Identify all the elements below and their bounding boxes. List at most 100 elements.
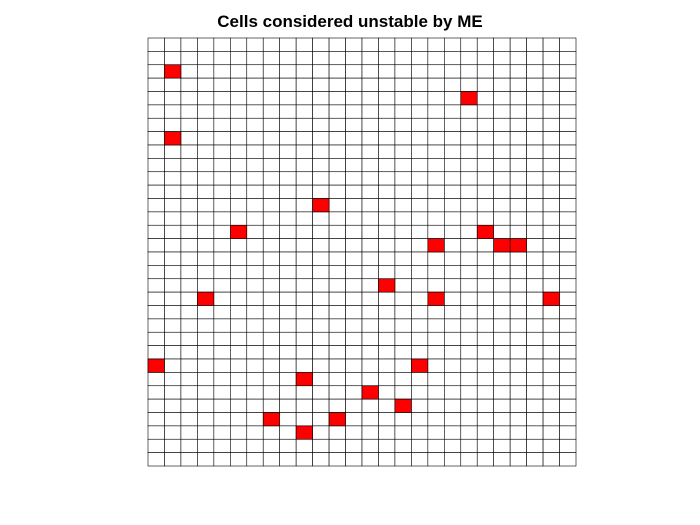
grid-cell <box>411 198 429 213</box>
grid-cell <box>542 224 560 239</box>
grid-cell <box>295 171 313 186</box>
grid-cell <box>345 144 363 159</box>
grid-cell <box>312 64 330 79</box>
grid-cell <box>394 158 412 173</box>
grid-cell <box>164 398 182 413</box>
grid-cell <box>460 77 478 92</box>
grid-cell <box>542 318 560 333</box>
grid-cell <box>542 305 560 320</box>
grid-cell <box>295 184 313 199</box>
grid-cell <box>394 291 412 306</box>
grid-cell <box>427 452 445 467</box>
grid-cell <box>180 238 198 253</box>
grid-cell <box>180 331 198 346</box>
grid-cell <box>279 278 297 293</box>
grid-cell <box>378 318 396 333</box>
grid-cell <box>394 251 412 266</box>
grid-cell <box>180 398 198 413</box>
grid-cell <box>147 238 165 253</box>
grid-cell <box>509 37 527 52</box>
grid-cell <box>444 77 462 92</box>
grid-cell <box>559 64 577 79</box>
grid-cell <box>164 224 182 239</box>
grid-cell <box>460 372 478 387</box>
grid-cell <box>262 171 280 186</box>
grid-cell <box>213 412 231 427</box>
grid-cell <box>213 372 231 387</box>
grid-cell <box>213 158 231 173</box>
grid-cell <box>378 385 396 400</box>
grid-cell <box>444 398 462 413</box>
grid-cell <box>378 77 396 92</box>
grid-cell <box>526 211 544 226</box>
grid-cell <box>230 184 248 199</box>
grid-cell <box>180 37 198 52</box>
grid-cell <box>526 224 544 239</box>
grid-cell <box>262 398 280 413</box>
grid-cell <box>312 345 330 360</box>
grid-cell <box>262 211 280 226</box>
grid-cell <box>542 117 560 132</box>
grid-cell <box>542 345 560 360</box>
grid-cell <box>394 64 412 79</box>
grid-cell <box>559 131 577 146</box>
grid-cell <box>526 238 544 253</box>
grid-cell <box>262 37 280 52</box>
grid-cell <box>378 117 396 132</box>
grid-cell <box>493 64 511 79</box>
grid-cell <box>312 305 330 320</box>
grid-cell <box>213 144 231 159</box>
grid-cell <box>378 37 396 52</box>
grid-cell <box>411 278 429 293</box>
grid-cell <box>345 305 363 320</box>
grid-cell <box>444 318 462 333</box>
grid-cell <box>345 224 363 239</box>
grid-cell <box>394 438 412 453</box>
grid-cell <box>312 438 330 453</box>
grid-cell <box>361 171 379 186</box>
grid-cell <box>427 251 445 266</box>
grid-cell <box>411 331 429 346</box>
grid-cell <box>279 224 297 239</box>
grid-cell <box>509 211 527 226</box>
grid-cell <box>180 412 198 427</box>
grid-cell <box>295 318 313 333</box>
grid-cell <box>295 198 313 213</box>
grid-cell <box>509 251 527 266</box>
grid-cell <box>147 77 165 92</box>
grid-cell <box>394 331 412 346</box>
grid-cell <box>230 425 248 440</box>
grid-cell <box>262 224 280 239</box>
grid-cell <box>180 131 198 146</box>
grid-cell <box>147 412 165 427</box>
grid-cell <box>279 331 297 346</box>
grid-cell <box>509 91 527 106</box>
grid-cell <box>312 291 330 306</box>
grid-cell <box>197 51 215 66</box>
grid-cell <box>361 131 379 146</box>
grid-cell <box>345 438 363 453</box>
grid-cell <box>197 318 215 333</box>
grid-cell <box>246 238 264 253</box>
grid-cell <box>147 117 165 132</box>
grid-cell <box>427 77 445 92</box>
grid-cell <box>180 385 198 400</box>
grid-cell <box>361 117 379 132</box>
grid-cell <box>279 117 297 132</box>
grid-cell <box>509 184 527 199</box>
grid-cell <box>542 358 560 373</box>
grid-cell <box>378 64 396 79</box>
grid-cell <box>345 278 363 293</box>
grid-cell <box>460 238 478 253</box>
grid-cell <box>312 158 330 173</box>
grid-cell <box>460 251 478 266</box>
grid-cell <box>559 372 577 387</box>
grid-cell <box>460 305 478 320</box>
grid-cell <box>361 238 379 253</box>
grid-cell <box>328 91 346 106</box>
grid-cell <box>213 64 231 79</box>
grid-cell <box>444 345 462 360</box>
unstable-cell <box>328 412 346 427</box>
grid-cell <box>427 51 445 66</box>
